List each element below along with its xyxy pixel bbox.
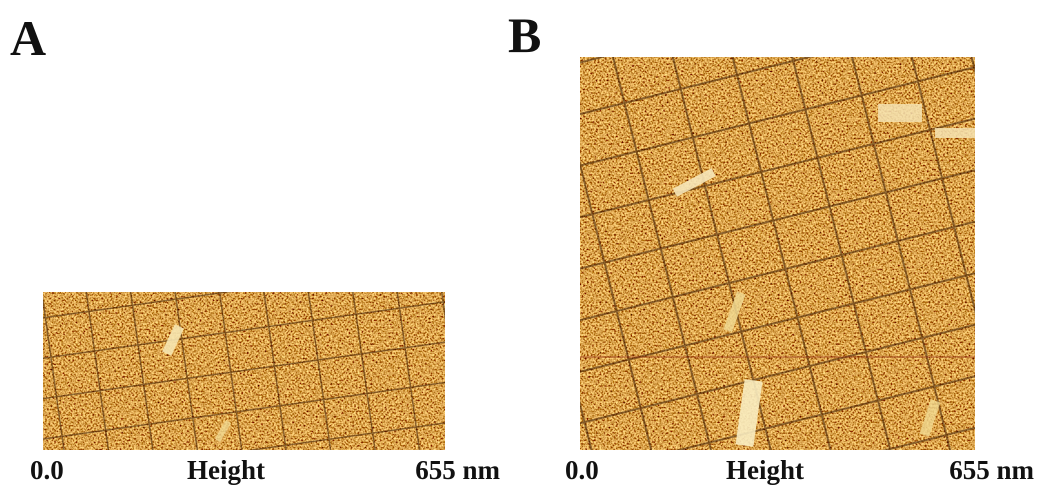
scale-min: 0.0 (30, 455, 64, 485)
scale-name: Height (726, 455, 804, 485)
figure: A 0.0 Height 655 nm B 0.0 Height 655 nm (0, 0, 1038, 492)
afm-image (43, 292, 445, 450)
scale-min: 0.0 (565, 455, 599, 485)
afm-image (580, 57, 975, 450)
scale-max: 655 nm (949, 455, 1034, 485)
scale-max: 655 nm (415, 455, 500, 485)
page: A 0.0 Height 655 nm B 0.0 Height 655 nm … (0, 0, 1038, 492)
scale-name: Height (187, 455, 265, 485)
panel-label: A (10, 10, 46, 66)
panel-label: B (508, 7, 541, 63)
